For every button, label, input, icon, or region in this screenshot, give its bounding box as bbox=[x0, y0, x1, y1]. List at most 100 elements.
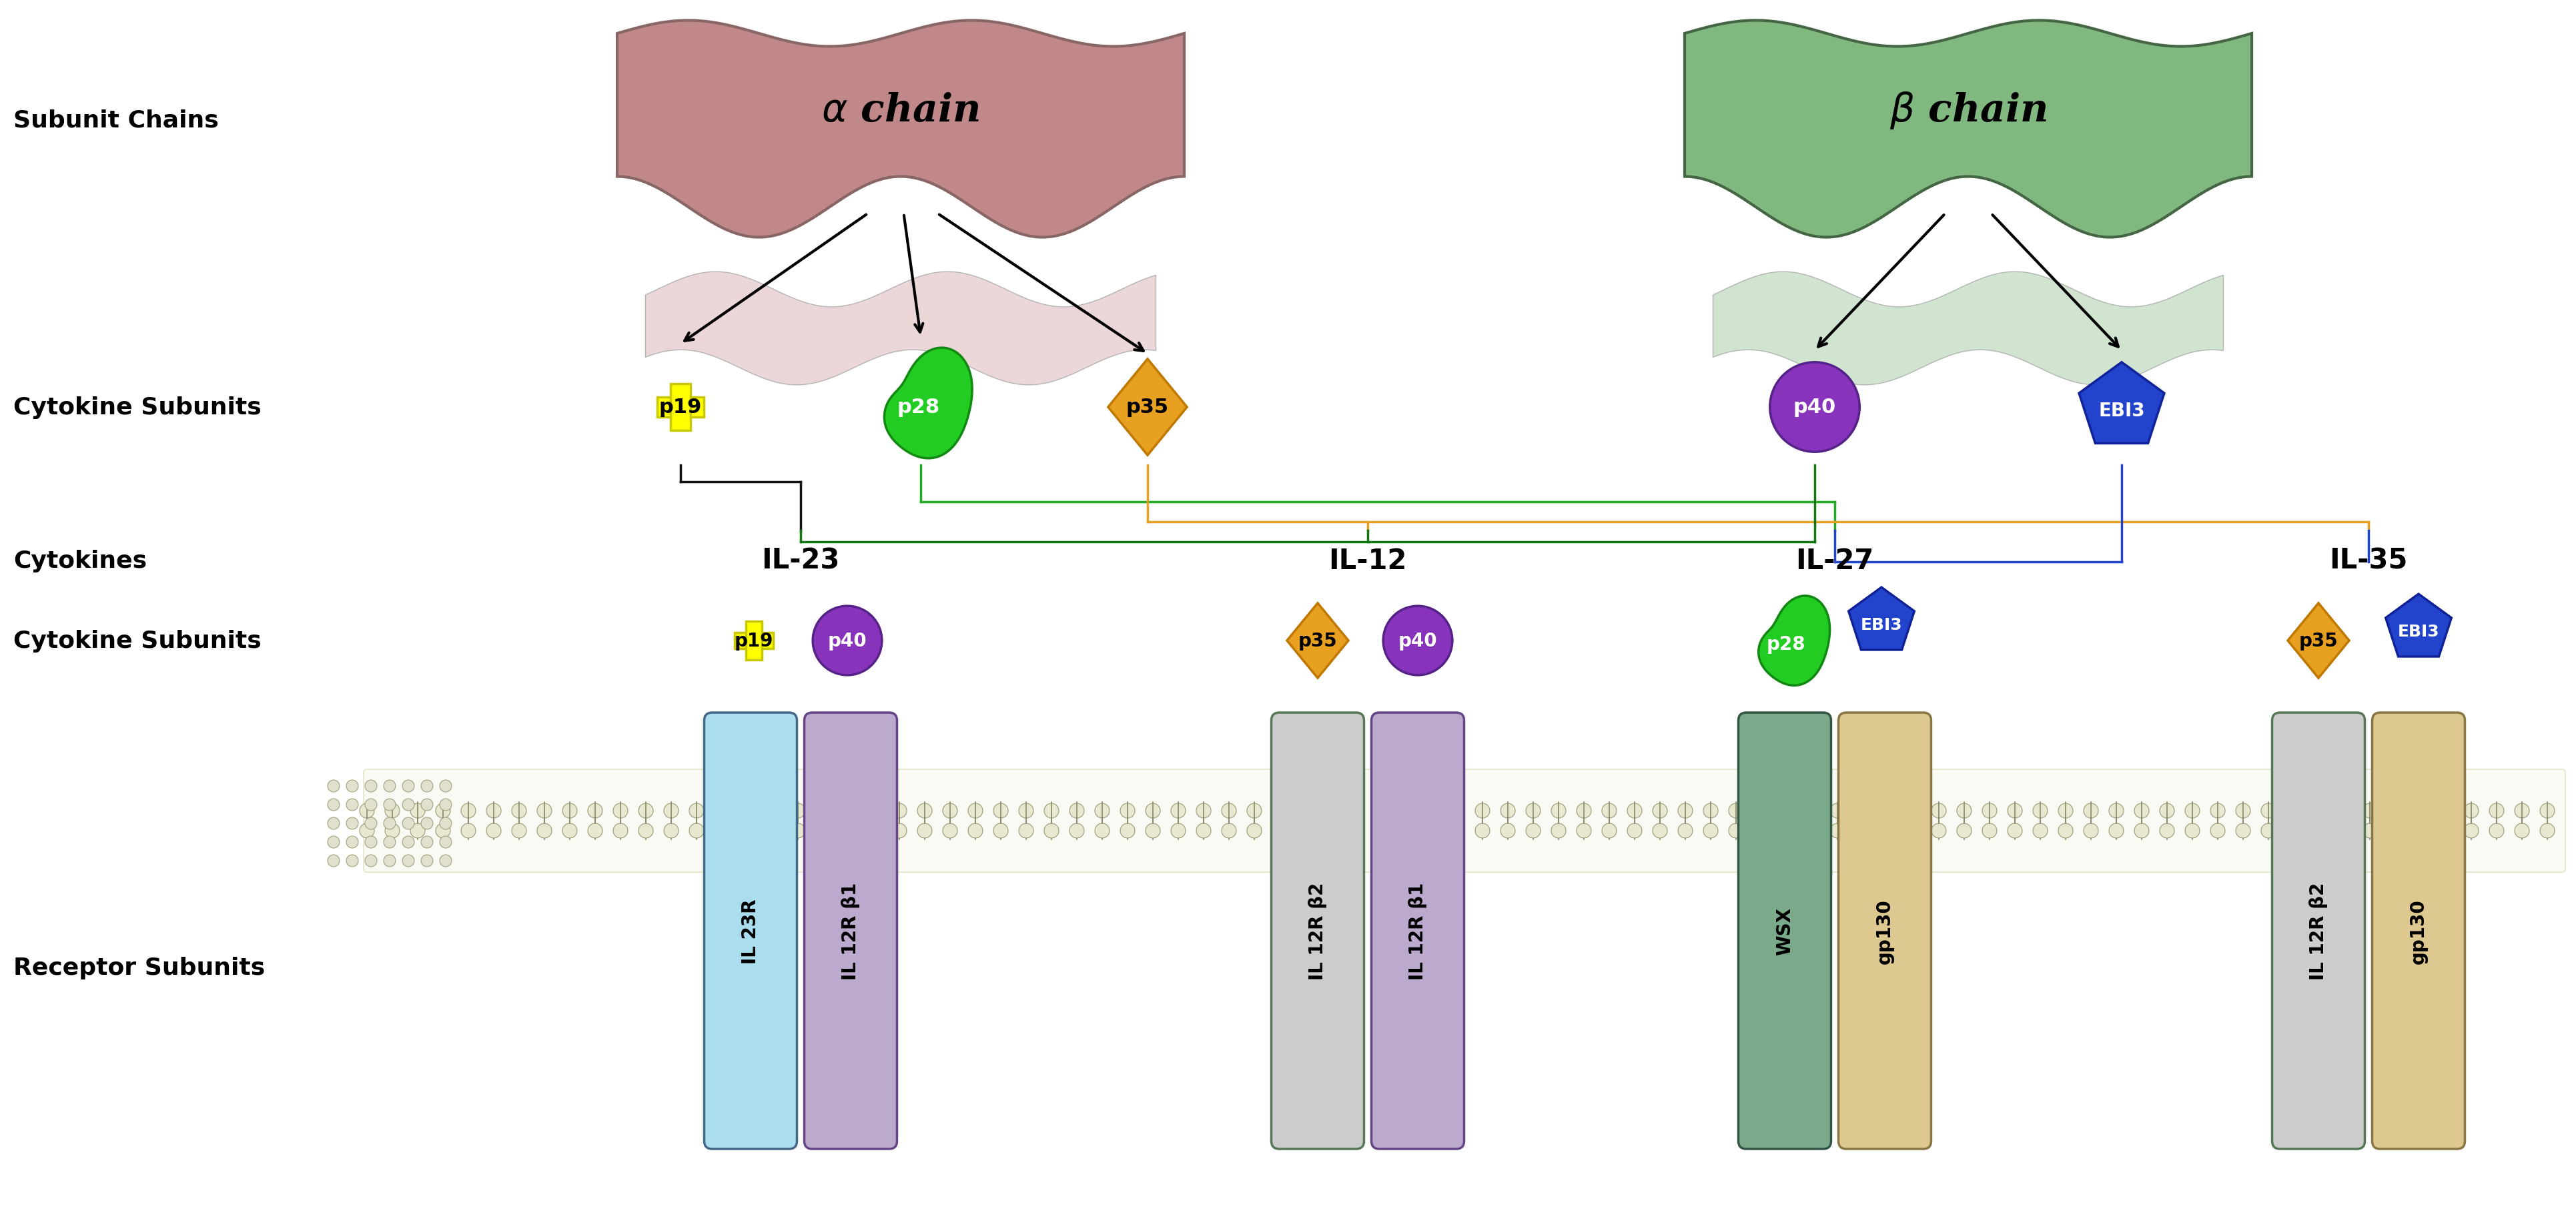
Circle shape bbox=[665, 823, 677, 839]
Circle shape bbox=[1373, 803, 1388, 818]
Circle shape bbox=[1018, 823, 1033, 839]
Circle shape bbox=[435, 823, 451, 839]
Circle shape bbox=[1069, 823, 1084, 839]
Circle shape bbox=[866, 823, 881, 839]
Circle shape bbox=[327, 855, 340, 867]
Text: IL-27: IL-27 bbox=[1795, 547, 1873, 575]
Polygon shape bbox=[884, 348, 971, 459]
FancyBboxPatch shape bbox=[703, 713, 796, 1149]
Circle shape bbox=[513, 823, 526, 839]
Circle shape bbox=[842, 803, 855, 818]
Circle shape bbox=[1770, 363, 1860, 452]
Circle shape bbox=[1170, 803, 1185, 818]
Circle shape bbox=[917, 823, 933, 839]
Circle shape bbox=[1803, 803, 1819, 818]
Circle shape bbox=[2262, 823, 2275, 839]
Circle shape bbox=[345, 799, 358, 811]
Circle shape bbox=[1146, 823, 1159, 839]
Text: IL-12: IL-12 bbox=[1329, 547, 1406, 575]
Circle shape bbox=[1780, 823, 1793, 839]
Circle shape bbox=[440, 780, 451, 792]
Text: IL 12R β2: IL 12R β2 bbox=[2308, 882, 2326, 979]
Circle shape bbox=[1247, 823, 1262, 839]
Circle shape bbox=[487, 803, 500, 818]
Circle shape bbox=[891, 823, 907, 839]
Circle shape bbox=[994, 803, 1007, 818]
Text: IL-35: IL-35 bbox=[2329, 547, 2406, 575]
Circle shape bbox=[1146, 803, 1159, 818]
FancyBboxPatch shape bbox=[1270, 713, 1363, 1149]
Circle shape bbox=[366, 855, 376, 867]
Polygon shape bbox=[1847, 587, 1914, 650]
Circle shape bbox=[1450, 823, 1463, 839]
Circle shape bbox=[384, 799, 397, 811]
Circle shape bbox=[1780, 803, 1793, 818]
Circle shape bbox=[366, 780, 376, 792]
Circle shape bbox=[562, 803, 577, 818]
Circle shape bbox=[1855, 803, 1870, 818]
Circle shape bbox=[1476, 803, 1489, 818]
Circle shape bbox=[2514, 803, 2530, 818]
Circle shape bbox=[2540, 803, 2553, 818]
Circle shape bbox=[1069, 803, 1084, 818]
Circle shape bbox=[1018, 803, 1033, 818]
Polygon shape bbox=[2079, 363, 2164, 443]
Text: EBI3: EBI3 bbox=[2097, 402, 2143, 420]
Circle shape bbox=[1043, 823, 1059, 839]
Circle shape bbox=[435, 803, 451, 818]
Circle shape bbox=[1577, 803, 1592, 818]
Circle shape bbox=[1095, 803, 1110, 818]
Circle shape bbox=[384, 803, 399, 818]
Circle shape bbox=[714, 823, 729, 839]
Circle shape bbox=[639, 823, 652, 839]
Polygon shape bbox=[647, 272, 1157, 386]
Circle shape bbox=[384, 780, 397, 792]
Circle shape bbox=[943, 803, 958, 818]
Circle shape bbox=[2540, 823, 2553, 839]
Circle shape bbox=[1450, 803, 1463, 818]
Circle shape bbox=[2311, 803, 2326, 818]
Circle shape bbox=[1221, 823, 1236, 839]
Text: EBI3: EBI3 bbox=[2398, 624, 2439, 640]
Circle shape bbox=[2236, 823, 2249, 839]
Circle shape bbox=[817, 803, 829, 818]
Text: p40: p40 bbox=[1793, 398, 1837, 418]
Circle shape bbox=[345, 780, 358, 792]
Circle shape bbox=[1383, 607, 1453, 675]
Circle shape bbox=[2262, 803, 2275, 818]
Circle shape bbox=[440, 799, 451, 811]
Circle shape bbox=[2336, 803, 2352, 818]
Circle shape bbox=[613, 823, 629, 839]
Circle shape bbox=[1728, 803, 1744, 818]
Circle shape bbox=[2133, 803, 2148, 818]
Circle shape bbox=[2159, 823, 2174, 839]
Circle shape bbox=[536, 803, 551, 818]
Circle shape bbox=[2032, 803, 2048, 818]
Circle shape bbox=[2362, 823, 2378, 839]
Polygon shape bbox=[744, 621, 762, 661]
Text: Cytokines: Cytokines bbox=[13, 549, 147, 573]
Polygon shape bbox=[1285, 603, 1347, 679]
Circle shape bbox=[1425, 823, 1440, 839]
Circle shape bbox=[1321, 803, 1337, 818]
Circle shape bbox=[2210, 823, 2226, 839]
Circle shape bbox=[714, 803, 729, 818]
Circle shape bbox=[1298, 823, 1311, 839]
Circle shape bbox=[891, 803, 907, 818]
Circle shape bbox=[1932, 823, 1945, 839]
Circle shape bbox=[1321, 823, 1337, 839]
Circle shape bbox=[2084, 823, 2097, 839]
Text: $\beta$ chain: $\beta$ chain bbox=[1888, 90, 2045, 131]
Text: IL 12R β1: IL 12R β1 bbox=[1409, 882, 1427, 979]
Circle shape bbox=[410, 823, 425, 839]
Circle shape bbox=[1347, 823, 1363, 839]
Circle shape bbox=[361, 803, 374, 818]
Circle shape bbox=[1273, 803, 1285, 818]
Circle shape bbox=[420, 855, 433, 867]
Circle shape bbox=[943, 823, 958, 839]
FancyBboxPatch shape bbox=[2372, 713, 2465, 1149]
Circle shape bbox=[1955, 803, 1971, 818]
Circle shape bbox=[1880, 823, 1896, 839]
Circle shape bbox=[461, 823, 477, 839]
Circle shape bbox=[1880, 803, 1896, 818]
